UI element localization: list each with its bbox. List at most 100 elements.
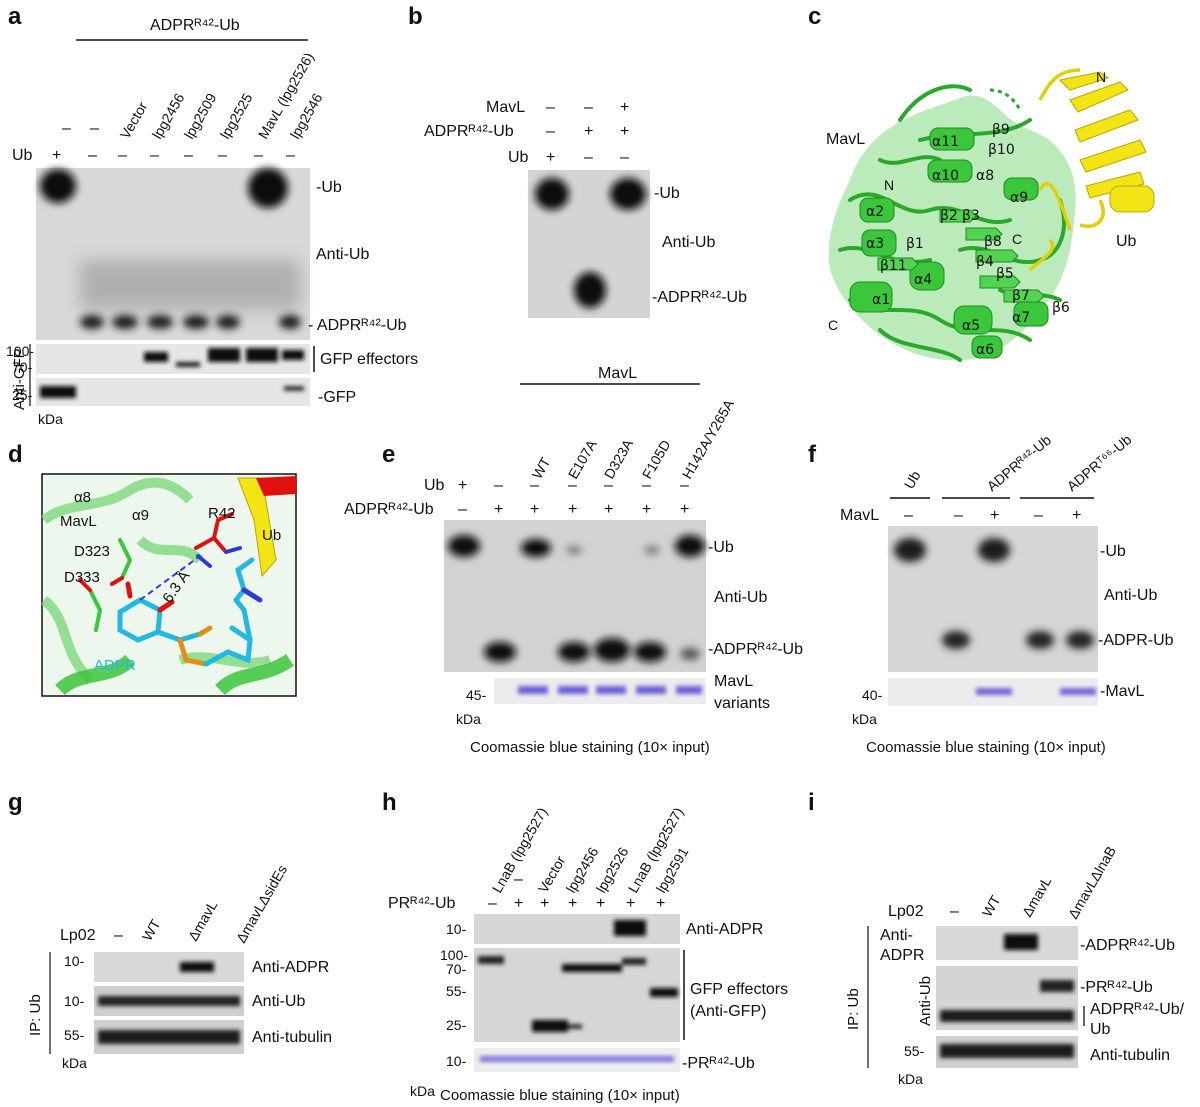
a-ub-2: –	[88, 147, 97, 164]
panel-letter-c: c	[808, 3, 821, 30]
e-right-adpr: -ADPRᴿ⁴²-Ub	[708, 641, 803, 658]
e-lane-f105d: F105D	[639, 437, 674, 481]
d-r42: R42	[208, 505, 236, 522]
a-gfp-tick-25: 25-	[12, 387, 33, 403]
a-lane-labels: Vector lpg2456 lpg2509 lpg2525 MavL (lpg…	[117, 50, 326, 142]
h-pr-5: +	[596, 895, 605, 912]
e-ub-2: –	[494, 477, 503, 494]
i-kda: kDa	[898, 1071, 923, 1087]
g-ip: IP: Ub	[27, 994, 44, 1036]
e-right-ub: -Ub	[708, 539, 734, 556]
e-lane-h142a: H142A/Y265A	[679, 396, 738, 481]
c-alpha2: α2	[866, 204, 884, 220]
panel-letter-h: h	[382, 789, 397, 816]
f-right-adpr: -ADPR-Ub	[1098, 632, 1174, 649]
i-ip: IP: Ub	[845, 988, 862, 1030]
h-pr-7: +	[656, 895, 665, 912]
g-tick-10a: 10-	[64, 953, 85, 969]
a-ub-7: –	[254, 147, 263, 164]
f-mavl-3: +	[990, 507, 999, 524]
g-lane-mavl: ΔmavL	[185, 898, 221, 944]
g-right-ub: Anti-Ub	[252, 993, 305, 1010]
a-ub-3: –	[118, 147, 127, 164]
e-lane-e107a: E107A	[565, 437, 600, 482]
b-adpr-3: +	[620, 123, 629, 140]
d-alpha8: α8	[74, 489, 91, 506]
h-pr-1: –	[488, 895, 497, 912]
b-right-antiub: Anti-Ub	[662, 234, 715, 251]
c-beta10: β10	[988, 142, 1015, 158]
i-right-adpr: -ADPRᴿ⁴²-Ub	[1080, 937, 1175, 954]
f-tick-40: 40-	[862, 687, 883, 703]
e-adpr-1: –	[458, 501, 467, 518]
c-alpha7: α7	[1012, 310, 1030, 326]
h-tick-10a: 10-	[446, 921, 467, 937]
g-right-tubulin: Anti-tubulin	[252, 1029, 332, 1046]
c-label-ub: Ub	[1116, 233, 1137, 250]
a-lane-lpg2525: lpg2525	[217, 90, 256, 141]
b-mavl-1: –	[546, 99, 555, 116]
b-adpr-2: +	[584, 123, 593, 140]
d-d323: D323	[74, 543, 110, 560]
e-ub-3: –	[530, 477, 539, 494]
e-ub-5: –	[604, 477, 613, 494]
a-right-antiub: Anti-Ub	[316, 246, 369, 263]
b-mavl-2: –	[584, 99, 593, 116]
panel-letter-e: e	[382, 441, 395, 468]
c-beta11: β11	[880, 258, 907, 274]
e-right-mavl: MavL	[714, 673, 753, 690]
h-right-antigfp: (Anti-GFP)	[690, 1003, 766, 1020]
c-beta7: β7	[1012, 288, 1030, 304]
i-lane-mavl: ΔmavL	[1019, 874, 1055, 920]
h-pr-2: +	[514, 895, 523, 912]
panel-letter-b: b	[408, 3, 423, 30]
b-row-ub-label: Ub	[508, 149, 529, 166]
e-adpr-7: +	[680, 501, 689, 518]
f-mavl-1: –	[904, 507, 913, 524]
e-ub-7: –	[680, 477, 689, 494]
f-right-ub: -Ub	[1100, 543, 1126, 560]
e-right-antiub: Anti-Ub	[714, 589, 767, 606]
h-tick-10b: 10-	[446, 1053, 467, 1069]
c-alpha3: α3	[866, 236, 884, 252]
h-lane-dash: –	[514, 871, 523, 888]
d-adpr: ADPR	[94, 657, 136, 674]
e-adpr-5: +	[604, 501, 613, 518]
i-row-label: Lp02	[888, 903, 924, 920]
c-alpha9: α9	[1010, 190, 1028, 206]
c-label-mavl-c: C	[828, 317, 838, 333]
f-group-adpr-t66: ADPRᵀ⁶⁶-Ub	[1064, 431, 1135, 494]
e-ub-label: Ub	[424, 477, 445, 494]
h-right-gfp: GFP effectors	[690, 981, 788, 998]
a-gfp-right: -GFP	[318, 389, 356, 406]
panel-g: Lp02 – WT ΔmavL ΔmavLΔsidEs IP: Ub 10- 1…	[27, 862, 332, 1071]
e-ub-4: –	[568, 477, 577, 494]
i-right-adpr-ub: ADPRᴿ⁴²-Ub/	[1090, 1001, 1185, 1018]
g-kda: kDa	[62, 1055, 87, 1071]
e-ub-1: +	[458, 477, 467, 494]
i-lane-mavl-lnab: ΔmavLΔlnaB	[1065, 843, 1119, 921]
c-beta5: β5	[996, 266, 1014, 282]
i-left-adpr: ADPR	[880, 947, 924, 964]
b-right-adpr: -ADPRᴿ⁴²-Ub	[652, 289, 747, 306]
c-alpha8: α8	[976, 168, 994, 184]
c-alpha6: α6	[976, 342, 994, 358]
b-mavl-3: +	[620, 99, 629, 116]
a-ub-5: –	[184, 147, 193, 164]
b-row-adpr-label: ADPRᴿ⁴²-Ub	[424, 123, 514, 140]
c-label-mavl-n: N	[884, 177, 894, 193]
e-right-variants: variants	[714, 695, 770, 712]
f-mavl-2: –	[954, 507, 963, 524]
a-right-adpr: - ADPRᴿ⁴²-Ub	[308, 317, 407, 334]
c-beta6: β6	[1052, 300, 1070, 316]
g-right-adpr: Anti-ADPR	[252, 959, 329, 976]
c-beta1: β1	[906, 236, 924, 252]
d-mavl: MavL	[60, 513, 97, 530]
panel-letter-i: i	[808, 789, 815, 816]
i-right-ub: Ub	[1090, 1021, 1111, 1038]
panel-letter-a: a	[8, 3, 22, 30]
panel-h: LnaB (lpg2527) – Vector lpg2456 lpg2526 …	[388, 805, 788, 1104]
c-alpha1: α1	[872, 292, 890, 308]
i-left-antiub: Anti-Ub	[917, 976, 934, 1026]
